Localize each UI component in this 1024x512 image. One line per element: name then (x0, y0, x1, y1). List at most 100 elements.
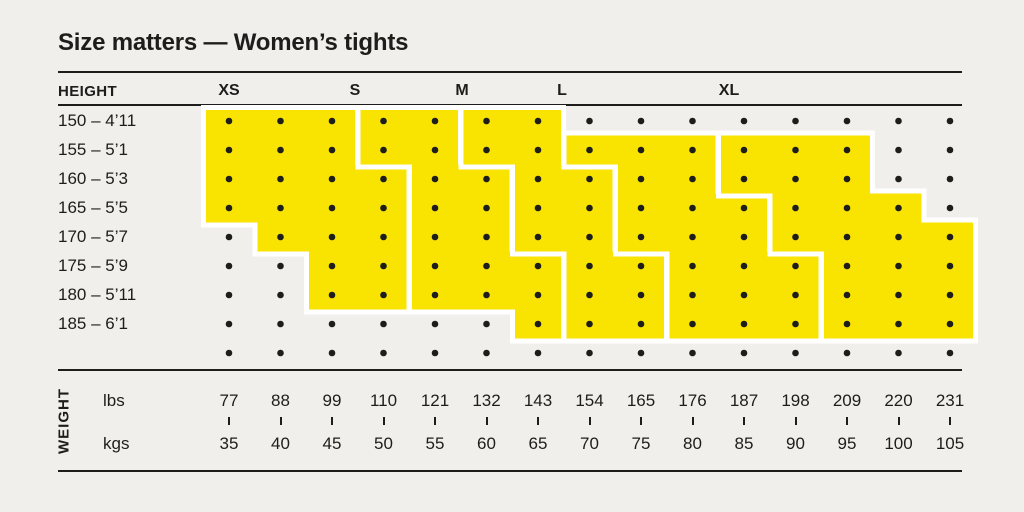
weight-tick (588, 417, 591, 425)
grid-dot (483, 262, 490, 270)
grid-dot (946, 262, 954, 270)
weight-lbs-value: 209 (832, 391, 862, 410)
grid-dot (740, 291, 748, 299)
grid-dot (483, 233, 490, 241)
weight-lbs-value: 132 (472, 391, 501, 410)
weight-tick (949, 417, 951, 425)
grid-dot (534, 204, 542, 212)
weight-lbs-value: 77 (219, 391, 239, 410)
top-rule (58, 71, 962, 73)
grid-dot (328, 320, 336, 328)
grid-dot (586, 320, 593, 328)
kgs-unit-label: kgs (103, 434, 130, 453)
grid-dot (380, 204, 387, 212)
size-header-l: L (557, 82, 567, 99)
grid-dot (792, 291, 799, 299)
grid-dot (637, 291, 645, 299)
grid-dot (792, 117, 799, 125)
weight-kgs-value: 65 (528, 434, 548, 453)
grid-dot (843, 320, 851, 328)
grid-dot (380, 175, 387, 183)
height-label: 160 – 5’3 (58, 169, 128, 188)
grid-dot (689, 175, 696, 183)
grid-dot (586, 146, 593, 154)
grid-dot (586, 233, 593, 241)
grid-dot (328, 291, 336, 299)
weight-kgs-value: 90 (786, 434, 805, 453)
grid-dot (534, 175, 542, 183)
grid-dot (586, 349, 593, 357)
grid-dot (689, 349, 696, 357)
grid-dot (946, 320, 954, 328)
grid-dot (534, 320, 542, 328)
grid-dot (637, 262, 645, 270)
weight-kgs-value: 85 (734, 434, 754, 453)
grid-dot (225, 175, 233, 183)
grid-dot (637, 349, 645, 357)
grid-dot (792, 233, 799, 241)
grid-dot (277, 291, 284, 299)
grid-dot (277, 146, 284, 154)
grid-dot (843, 291, 851, 299)
weight-kgs-value: 55 (425, 434, 445, 453)
grid-dot (740, 117, 748, 125)
grid-dot (689, 204, 696, 212)
weight-tick (640, 417, 642, 425)
weight-kgs-value: 105 (935, 434, 965, 453)
grid-dot (380, 291, 387, 299)
grid-dot (740, 349, 748, 357)
weight-kgs-value: 40 (271, 434, 290, 453)
weight-tick (691, 417, 694, 425)
weight-tick (794, 417, 797, 425)
grid-dot (843, 349, 851, 357)
weight-lbs-value: 198 (781, 391, 810, 410)
grid-dot (328, 349, 336, 357)
grid-dot (895, 291, 902, 299)
grid-dot (277, 262, 284, 270)
grid-dot (431, 320, 439, 328)
weight-kgs-value: 80 (683, 434, 702, 453)
grid-dot (946, 117, 954, 125)
grid-dot (637, 320, 645, 328)
grid-dot (792, 146, 799, 154)
grid-dot (431, 146, 439, 154)
size-region-xs (206, 110, 407, 310)
grid-dot (534, 262, 542, 270)
grid-dot (637, 233, 645, 241)
grid-dot (740, 233, 748, 241)
grid-dot (225, 204, 233, 212)
grid-dot (328, 117, 336, 125)
grid-dot (843, 262, 851, 270)
grid-dot (328, 262, 336, 270)
grid-dot (225, 233, 233, 241)
weight-lbs-value: 231 (935, 391, 965, 410)
grid-dot (740, 320, 748, 328)
grid-dot (534, 117, 542, 125)
grid-dot (843, 117, 851, 125)
height-label: 170 – 5’7 (58, 227, 128, 246)
dot-grid (225, 117, 954, 357)
weight-lbs-value: 110 (369, 391, 398, 410)
grid-dot (483, 349, 490, 357)
grid-dot (380, 146, 387, 154)
weight-kgs-value: 100 (884, 434, 913, 453)
weight-tick (228, 417, 230, 425)
weight-kgs-value: 60 (477, 434, 496, 453)
grid-dot (586, 175, 593, 183)
grid-dot (740, 262, 748, 270)
grid-dot (792, 175, 799, 183)
grid-dot (586, 262, 593, 270)
grid-dot (895, 349, 902, 357)
grid-dot (328, 204, 336, 212)
weight-tick (897, 417, 900, 425)
weight-kgs-value: 35 (219, 434, 239, 453)
grid-dot (431, 262, 439, 270)
weight-tick (382, 417, 385, 425)
grid-dot (843, 204, 851, 212)
grid-dot (637, 204, 645, 212)
lbs-unit-label: lbs (103, 391, 125, 410)
grid-dot (328, 146, 336, 154)
size-header-m: M (455, 82, 469, 99)
weight-kgs-value: 50 (374, 434, 393, 453)
